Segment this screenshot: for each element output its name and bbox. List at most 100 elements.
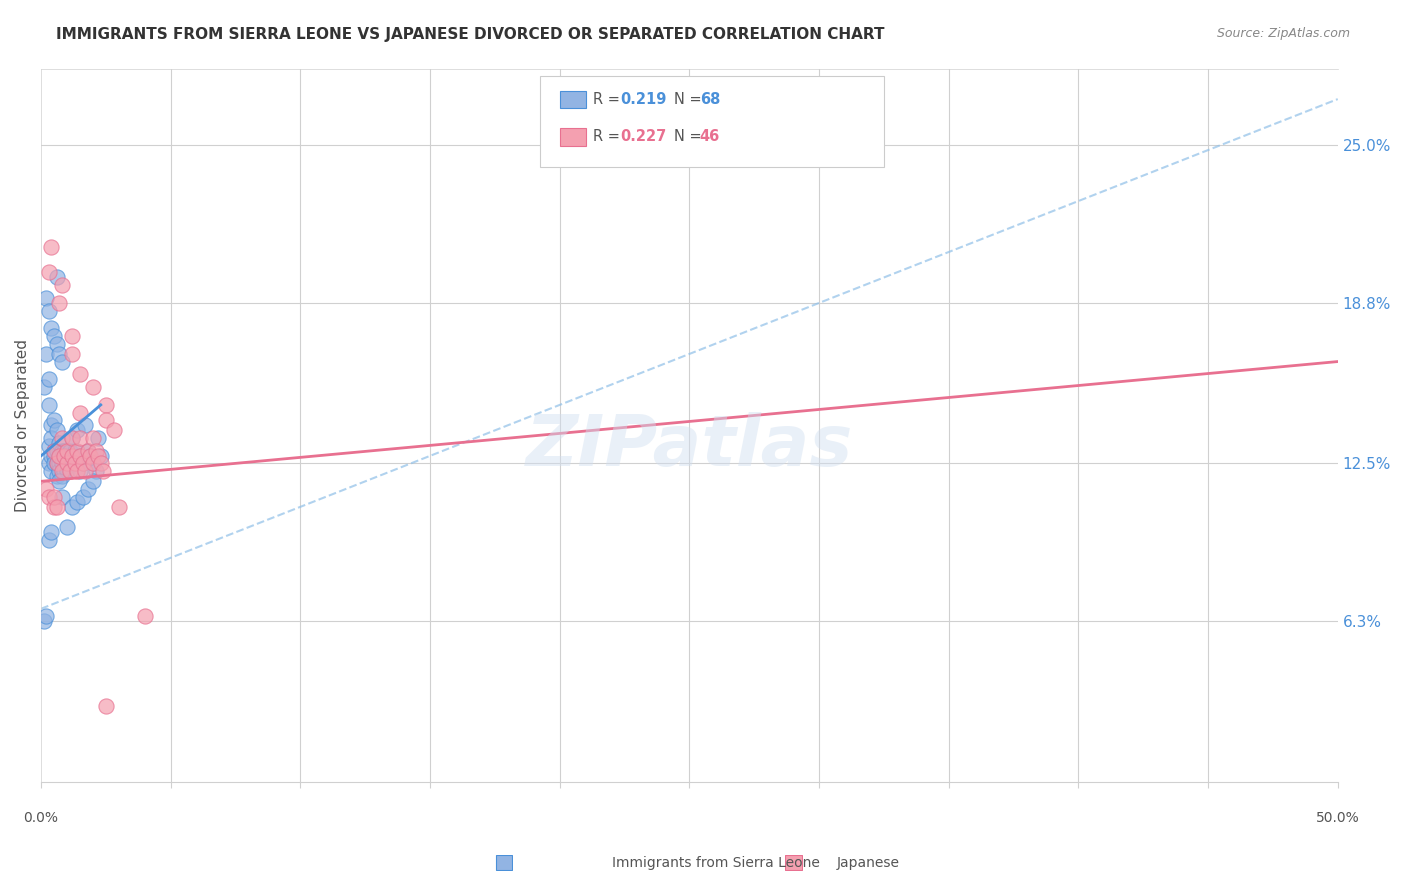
Text: ZIPatlas: ZIPatlas — [526, 412, 853, 481]
Point — [41, 240, 63, 254]
Text: IMMIGRANTS FROM SIERRA LEONE VS JAPANESE DIVORCED OR SEPARATED CORRELATION CHART: IMMIGRANTS FROM SIERRA LEONE VS JAPANESE… — [56, 27, 884, 42]
Point — [66, 443, 89, 458]
Text: 68: 68 — [700, 92, 720, 107]
Point — [41, 464, 63, 478]
Point — [59, 464, 82, 478]
Point — [66, 494, 89, 508]
Point — [35, 347, 58, 361]
Point — [87, 431, 110, 445]
FancyBboxPatch shape — [786, 855, 801, 870]
Point — [41, 449, 63, 463]
Y-axis label: Divorced or Separated: Divorced or Separated — [15, 339, 30, 512]
Point — [51, 464, 73, 478]
Point — [38, 398, 60, 412]
Point — [79, 449, 101, 463]
Point — [51, 431, 73, 445]
Point — [69, 449, 91, 463]
Point — [60, 329, 83, 343]
Point — [56, 443, 79, 458]
Point — [134, 609, 156, 624]
Point — [48, 436, 70, 450]
Point — [45, 457, 67, 471]
Point — [51, 354, 73, 368]
Point — [45, 336, 67, 351]
Point — [84, 464, 107, 478]
Point — [56, 457, 79, 471]
Point — [82, 457, 104, 471]
FancyBboxPatch shape — [496, 855, 512, 870]
Point — [41, 525, 63, 540]
Point — [48, 449, 70, 463]
Point — [41, 418, 63, 433]
Point — [38, 533, 60, 547]
Point — [90, 457, 112, 471]
FancyBboxPatch shape — [540, 76, 884, 167]
Point — [51, 278, 73, 293]
Point — [48, 464, 70, 478]
Point — [60, 449, 83, 463]
Point — [35, 609, 58, 624]
Point — [82, 431, 104, 445]
Point — [94, 398, 117, 412]
Point — [69, 449, 91, 463]
Point — [108, 500, 131, 514]
Text: R =: R = — [593, 92, 626, 107]
Text: Japanese: Japanese — [837, 856, 900, 871]
Text: R =: R = — [593, 128, 626, 144]
Point — [59, 457, 82, 471]
Point — [51, 443, 73, 458]
Point — [60, 449, 83, 463]
Point — [72, 457, 94, 471]
Text: 0.219: 0.219 — [620, 92, 666, 107]
Point — [42, 443, 65, 458]
Point — [76, 443, 98, 458]
Point — [66, 464, 89, 478]
Text: 46: 46 — [700, 128, 720, 144]
Point — [87, 449, 110, 463]
Point — [69, 431, 91, 445]
Point — [45, 469, 67, 483]
Point — [42, 443, 65, 458]
Point — [76, 482, 98, 496]
Point — [56, 464, 79, 478]
Point — [42, 490, 65, 504]
Point — [75, 418, 97, 433]
Point — [38, 457, 60, 471]
Point — [51, 469, 73, 483]
Point — [51, 490, 73, 504]
FancyBboxPatch shape — [560, 128, 586, 145]
Point — [66, 423, 89, 437]
Point — [69, 464, 91, 478]
Point — [90, 449, 112, 463]
Point — [63, 443, 86, 458]
Point — [69, 368, 91, 382]
Point — [63, 457, 86, 471]
Point — [48, 475, 70, 489]
Point — [72, 457, 94, 471]
Point — [56, 449, 79, 463]
Point — [82, 457, 104, 471]
Point — [42, 413, 65, 427]
Point — [69, 405, 91, 419]
Point — [60, 431, 83, 445]
Point — [60, 347, 83, 361]
Point — [38, 303, 60, 318]
Point — [38, 439, 60, 453]
Point — [42, 449, 65, 463]
Point — [45, 457, 67, 471]
Point — [42, 500, 65, 514]
Point — [103, 423, 125, 437]
Point — [84, 443, 107, 458]
Text: N =: N = — [673, 92, 706, 107]
FancyBboxPatch shape — [560, 91, 586, 109]
Point — [48, 347, 70, 361]
Text: 0.227: 0.227 — [620, 128, 666, 144]
Point — [48, 449, 70, 463]
Point — [75, 464, 97, 478]
Point — [45, 500, 67, 514]
Point — [60, 500, 83, 514]
Point — [59, 443, 82, 458]
Point — [42, 329, 65, 343]
Point — [48, 457, 70, 471]
Text: 50.0%: 50.0% — [1316, 811, 1360, 824]
